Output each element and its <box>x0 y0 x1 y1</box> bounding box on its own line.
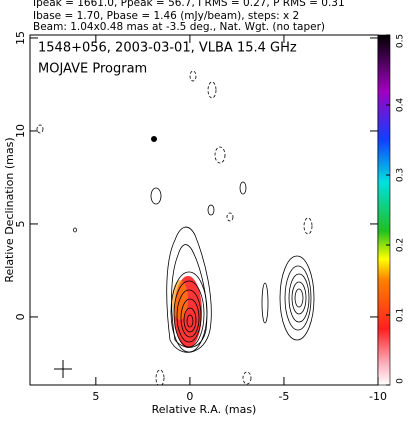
x-tick-label: -10 <box>369 390 387 403</box>
chart-subtitle: MOJAVE Program <box>38 62 147 77</box>
colorbar-tick-label: 0.2 <box>396 238 406 252</box>
color-image <box>172 280 188 320</box>
image <box>36 70 315 385</box>
colorbar-tick-label: 0.5 <box>396 34 406 48</box>
chart-title: 1548+056, 2003-03-01, VLBA 15.4 GHz <box>38 41 297 56</box>
x-tick-label: -5 <box>278 390 289 403</box>
y-tick-label: 0 <box>14 313 27 320</box>
x-tick-label: 5 <box>92 390 99 403</box>
colorbar-tick-label: 0 <box>396 378 406 384</box>
y-tick-label: 15 <box>14 31 27 45</box>
beam <box>54 360 72 378</box>
header-line: Beam: 1.04x0.48 mas at -3.5 deg., Nat. W… <box>33 21 325 33</box>
plot-frame <box>29 34 379 386</box>
y-axis-label: Relative Declination (mas) <box>3 137 16 282</box>
y-tick-label: 5 <box>14 220 27 227</box>
x-tick-label: 0 <box>186 390 193 403</box>
colorbar-tick-label: 0.4 <box>396 98 406 113</box>
colorbar <box>377 34 391 386</box>
contours <box>36 70 315 385</box>
header-line: Ipeak = 1661.0, Ppeak = 56.7, I RMS = 0.… <box>33 0 345 9</box>
colorbar-tick-label: 0.3 <box>396 168 406 182</box>
header-line: Ibase = 1.70, Pbase = 1.46 (mJy/beam), s… <box>33 10 299 22</box>
x-axis-label: Relative R.A. (mas) <box>152 403 257 416</box>
y-tick-label: 10 <box>14 124 27 138</box>
colorbar-tick-label: 0.1 <box>396 308 406 322</box>
